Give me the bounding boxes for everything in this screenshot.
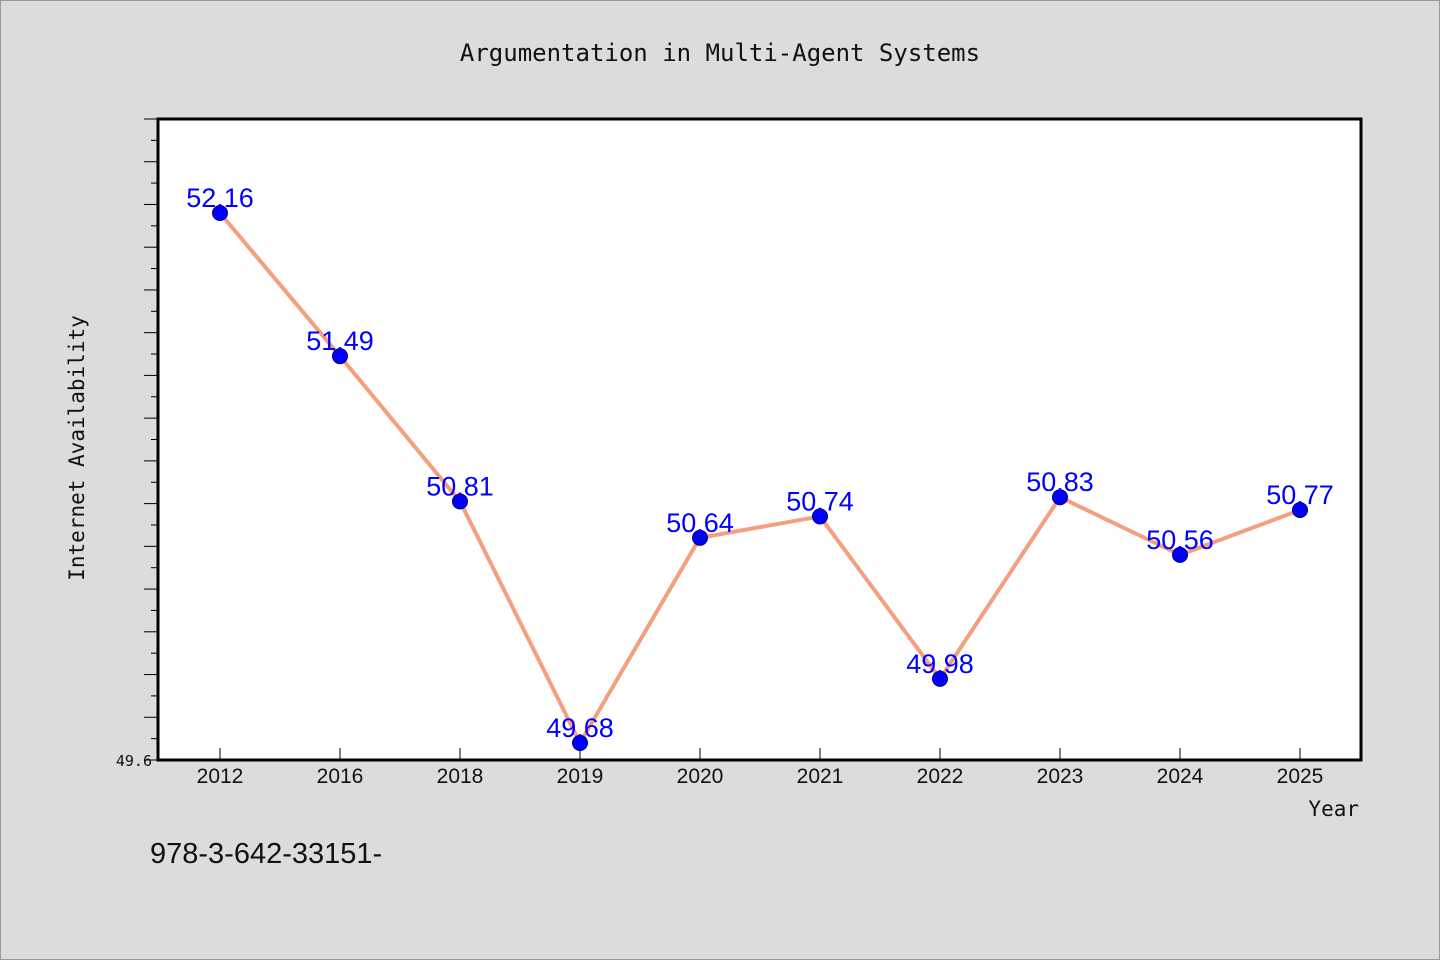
data-point bbox=[932, 670, 948, 687]
series-layer: 52.16 51.49 50.81 49.68 50.64 50.74 49.98 50.83… bbox=[186, 183, 1334, 751]
x-tick-label: 2023 bbox=[1037, 765, 1084, 788]
x-tick-label: 2019 bbox=[557, 765, 604, 788]
x-tick-label: 2022 bbox=[917, 765, 964, 788]
chart-title: Argumentation in Multi-Agent Systems bbox=[460, 39, 980, 67]
data-label: 50.83 bbox=[1026, 467, 1094, 497]
x-tick-label: 2021 bbox=[797, 765, 844, 788]
data-point bbox=[812, 508, 828, 525]
data-point bbox=[1172, 546, 1188, 563]
data-point bbox=[212, 205, 228, 222]
y-tick-label-min: 49.6 bbox=[116, 752, 152, 770]
data-point bbox=[572, 734, 588, 751]
data-label: 50.74 bbox=[786, 486, 854, 516]
x-tick-label: 2025 bbox=[1277, 765, 1324, 788]
footer-note: 978-3-642-33151- bbox=[150, 838, 382, 870]
y-axis-ticks bbox=[144, 118, 158, 761]
x-tick-label: 2018 bbox=[437, 765, 484, 788]
data-point bbox=[452, 493, 468, 510]
plot-area bbox=[156, 117, 1363, 762]
data-label: 50.77 bbox=[1266, 480, 1334, 510]
data-label: 49.68 bbox=[546, 713, 614, 743]
data-label: 50.56 bbox=[1146, 525, 1214, 555]
x-axis-ticks: 2012 2016 2018 2019 2020 2021 2022 2023 2024 2025 bbox=[197, 748, 1324, 788]
data-label: 50.81 bbox=[426, 471, 494, 501]
data-point bbox=[332, 348, 348, 365]
data-label: 50.64 bbox=[666, 508, 734, 538]
data-point bbox=[1052, 489, 1068, 506]
data-label: 52.16 bbox=[186, 183, 254, 213]
x-axis-label: Year bbox=[1308, 797, 1359, 821]
x-tick-label: 2016 bbox=[317, 765, 364, 788]
x-tick-label: 2020 bbox=[677, 765, 724, 788]
y-axis-label: Internet Availability bbox=[65, 315, 89, 581]
series-line bbox=[218, 211, 1302, 745]
data-label: 49.98 bbox=[906, 649, 974, 679]
data-point bbox=[1292, 502, 1308, 519]
x-tick-label: 2024 bbox=[1157, 765, 1204, 788]
x-tick-label: 2012 bbox=[197, 765, 244, 788]
data-point bbox=[692, 529, 708, 546]
data-label: 51.49 bbox=[306, 326, 374, 356]
